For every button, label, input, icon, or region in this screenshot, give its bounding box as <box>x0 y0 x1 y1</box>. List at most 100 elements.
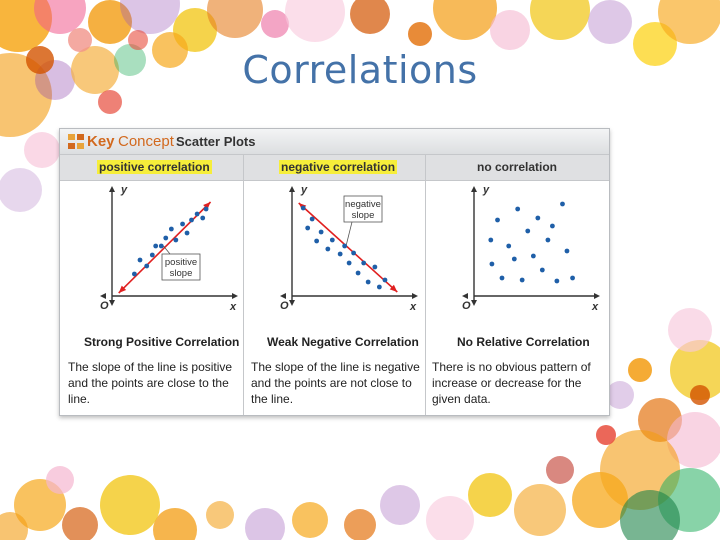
bokeh-circle <box>380 485 420 525</box>
key-concept-icon <box>68 134 84 149</box>
bokeh-circle <box>128 30 148 50</box>
bokeh-circle <box>668 308 712 352</box>
data-point <box>346 260 352 266</box>
data-point <box>564 248 570 254</box>
scatter-plot-none: y x O <box>462 184 600 313</box>
slide-title: Correlations <box>242 48 478 92</box>
caption-negative: Weak Negative Correlation <box>267 335 419 349</box>
bokeh-circle <box>292 502 328 538</box>
data-point <box>189 217 194 223</box>
bokeh-circle <box>408 22 432 46</box>
bokeh-circle <box>100 475 160 535</box>
data-point <box>545 237 551 243</box>
data-point <box>342 243 348 249</box>
data-point <box>325 246 331 252</box>
brand-key: Key <box>87 133 115 150</box>
x-axis-arrow-icon <box>462 293 468 299</box>
bokeh-circle <box>153 508 197 540</box>
caption-positive: Strong Positive Correlation <box>84 335 240 349</box>
bokeh-circle <box>530 0 590 40</box>
data-point <box>365 279 371 285</box>
data-point <box>560 201 565 207</box>
bokeh-circle <box>344 509 376 540</box>
data-point <box>318 229 324 235</box>
data-point <box>173 237 179 243</box>
data-point <box>337 251 343 257</box>
origin-label: O <box>100 300 109 312</box>
bokeh-circle <box>433 0 497 40</box>
data-point <box>361 260 367 266</box>
bokeh-circle <box>620 490 680 540</box>
y-axis-arrow-icon <box>109 186 115 192</box>
header-positive: positive correlation <box>97 160 212 174</box>
data-point <box>530 253 536 259</box>
slope-callout-line-2: slope <box>170 268 193 279</box>
y-axis-label: y <box>120 184 128 196</box>
bokeh-circle <box>68 28 92 52</box>
data-point <box>376 284 382 290</box>
data-point <box>539 267 545 273</box>
bokeh-circle <box>71 46 119 94</box>
data-point <box>305 225 311 231</box>
bokeh-circle <box>572 472 628 528</box>
data-point <box>194 211 200 217</box>
data-point <box>570 275 575 281</box>
bokeh-circle <box>34 0 86 34</box>
bokeh-circle <box>46 466 74 494</box>
data-point <box>495 217 500 223</box>
caption-none: No Relative Correlation <box>457 335 590 349</box>
bokeh-circle <box>261 10 289 38</box>
bokeh-circle <box>152 32 188 68</box>
data-point <box>515 206 521 212</box>
y-axis-arrow-icon <box>471 300 477 306</box>
slope-callout-pointer <box>345 221 353 248</box>
bokeh-circle <box>468 473 512 517</box>
x-axis-arrow-icon <box>280 293 286 299</box>
header-negative-text: negative correlation <box>279 160 398 174</box>
data-point <box>144 263 150 269</box>
bokeh-circle <box>658 0 720 44</box>
bokeh-circle <box>514 484 566 536</box>
bokeh-circle <box>690 385 710 405</box>
data-point <box>550 223 555 229</box>
data-point <box>163 235 169 241</box>
bokeh-circle <box>24 132 60 168</box>
bokeh-circle <box>350 0 390 34</box>
x-axis-arrow-icon <box>594 293 600 299</box>
origin-label: O <box>462 300 471 312</box>
bokeh-circle <box>426 496 474 540</box>
data-point <box>314 238 320 244</box>
slope-callout-line-2: slope <box>352 210 375 221</box>
x-axis-label: x <box>409 301 417 313</box>
slope-callout-line-1: positive <box>165 257 197 268</box>
description-positive: The slope of the line is positive and th… <box>68 360 233 406</box>
card-topic: Scatter Plots <box>176 134 256 149</box>
data-point <box>519 277 525 283</box>
x-axis-label: x <box>591 301 599 313</box>
data-point <box>511 256 517 262</box>
data-point <box>300 205 306 211</box>
x-axis-label: x <box>229 301 237 313</box>
bokeh-circle <box>285 0 345 42</box>
data-point <box>506 243 512 249</box>
x-axis-arrow-icon <box>412 293 418 299</box>
bokeh-circle <box>546 456 574 484</box>
data-point <box>489 261 495 267</box>
data-point <box>382 277 388 283</box>
bokeh-circle <box>588 0 632 44</box>
trend-arrow-icon <box>118 285 127 293</box>
data-point <box>180 221 185 227</box>
data-point <box>203 206 209 212</box>
column-header-row: positive correlation negative correlatio… <box>60 155 609 181</box>
y-axis-arrow-icon <box>471 186 477 192</box>
y-axis-label: y <box>300 184 308 196</box>
bokeh-circle <box>88 0 132 44</box>
bokeh-circle <box>596 425 616 445</box>
data-point <box>525 228 531 234</box>
column-divider <box>425 155 426 415</box>
bokeh-circle <box>120 0 180 34</box>
data-point <box>535 215 541 221</box>
